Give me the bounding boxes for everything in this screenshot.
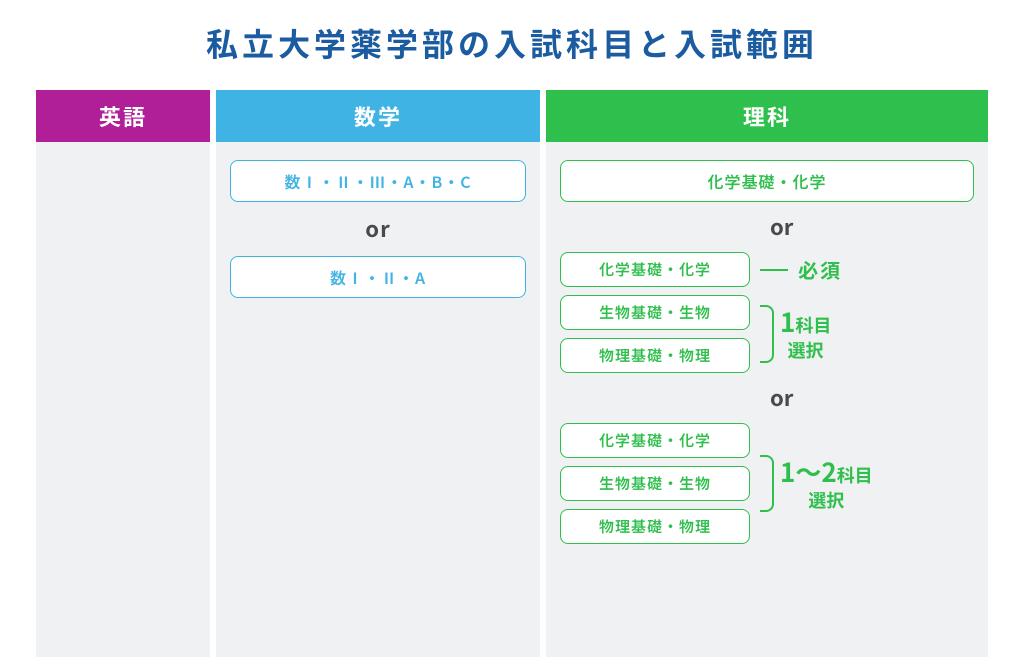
required-connector bbox=[760, 269, 788, 271]
science-or-2: or bbox=[560, 381, 974, 413]
science-g2-choice-1: 生物基礎・生物 bbox=[560, 295, 750, 330]
bracket-icon bbox=[760, 305, 774, 362]
science-g3-choice-3: 物理基礎・物理 bbox=[560, 509, 750, 544]
col-header-english: 英語 bbox=[36, 90, 216, 142]
science-g3-choice-1: 化学基礎・化学 bbox=[560, 423, 750, 458]
math-option-1: 数Ⅰ・Ⅱ・Ⅲ・A・B・C bbox=[230, 160, 526, 202]
science-g3-choice-2: 生物基礎・生物 bbox=[560, 466, 750, 501]
bracket-icon bbox=[760, 455, 774, 512]
science-g3-select-label: 1〜2科目 選択 bbox=[780, 455, 873, 512]
science-g2-required: 化学基礎・化学 bbox=[560, 252, 750, 287]
col-body-science: 化学基礎・化学 or 化学基礎・化学 必須 生物基礎・生物 物理基礎・物理 bbox=[546, 142, 988, 657]
science-g2-choice-2: 物理基礎・物理 bbox=[560, 338, 750, 373]
required-label: 必須 bbox=[798, 255, 842, 284]
science-group-2: 化学基礎・化学 必須 生物基礎・生物 物理基礎・物理 1科目 選択 bbox=[560, 252, 974, 373]
col-header-science: 理科 bbox=[546, 90, 988, 142]
col-body-english bbox=[36, 142, 216, 657]
math-or: or bbox=[230, 212, 526, 244]
science-group-3: 化学基礎・化学 生物基礎・生物 物理基礎・物理 1〜2科目 選択 bbox=[560, 423, 974, 544]
math-option-2: 数Ⅰ・Ⅱ・A bbox=[230, 256, 526, 298]
subjects-grid: 英語 数学 理科 数Ⅰ・Ⅱ・Ⅲ・A・B・C or 数Ⅰ・Ⅱ・A 化学基礎・化学 … bbox=[36, 90, 988, 657]
col-header-math: 数学 bbox=[216, 90, 546, 142]
science-option-1: 化学基礎・化学 bbox=[560, 160, 974, 202]
page-title: 私立大学薬学部の入試科目と入試範囲 bbox=[36, 20, 988, 66]
science-or-1: or bbox=[560, 210, 974, 242]
col-body-math: 数Ⅰ・Ⅱ・Ⅲ・A・B・C or 数Ⅰ・Ⅱ・A bbox=[216, 142, 546, 657]
science-g2-select-label: 1科目 選択 bbox=[780, 305, 831, 362]
